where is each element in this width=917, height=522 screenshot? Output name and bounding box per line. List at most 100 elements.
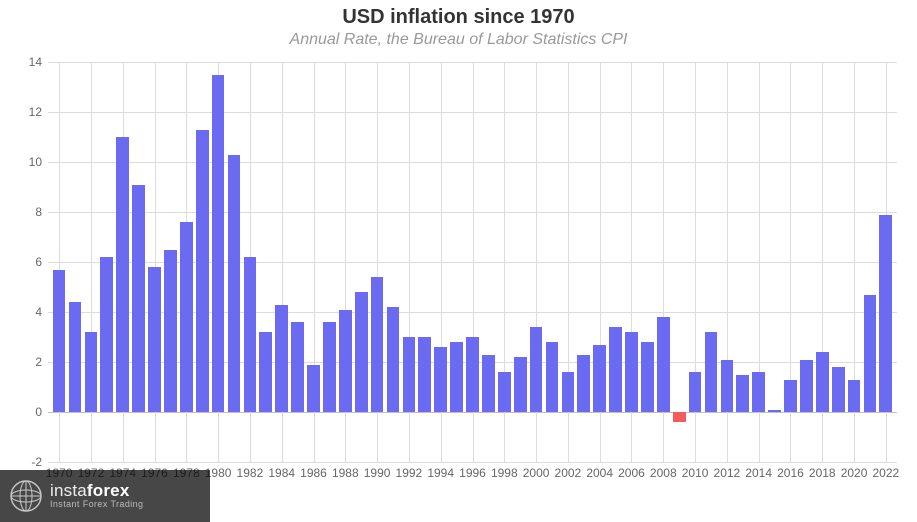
bar-rect xyxy=(116,137,129,412)
bar xyxy=(878,62,894,462)
bar-rect xyxy=(514,357,527,412)
plot-area: -202468101214197019721974197619781980198… xyxy=(48,62,897,462)
bar-rect xyxy=(180,222,193,412)
y-axis-tick-label: 0 xyxy=(12,405,42,419)
bar xyxy=(401,62,417,462)
bar xyxy=(337,62,353,462)
bar xyxy=(735,62,751,462)
bar xyxy=(846,62,862,462)
bar-rect xyxy=(307,365,320,413)
bar xyxy=(480,62,496,462)
bar xyxy=(274,62,290,462)
bar-rect xyxy=(339,310,352,413)
bar xyxy=(99,62,115,462)
x-axis-tick-label: 2014 xyxy=(745,466,772,480)
bar xyxy=(639,62,655,462)
bar xyxy=(385,62,401,462)
x-axis-tick-label: 2002 xyxy=(555,466,582,480)
bar-rect xyxy=(434,347,447,412)
bar-rect xyxy=(864,295,877,413)
watermark-brand-part2: forex xyxy=(87,481,130,500)
bar-rect xyxy=(816,352,829,412)
bar xyxy=(353,62,369,462)
bar-rect xyxy=(132,185,145,413)
bar-rect xyxy=(705,332,718,412)
gridline-horizontal xyxy=(48,462,897,463)
y-axis-tick-label: 6 xyxy=(12,255,42,269)
bar xyxy=(321,62,337,462)
bar xyxy=(465,62,481,462)
bar xyxy=(147,62,163,462)
bar xyxy=(592,62,608,462)
y-axis-tick-label: 14 xyxy=(12,55,42,69)
x-axis-tick-label: 1990 xyxy=(364,466,391,480)
watermark-brand: instaforex xyxy=(50,482,143,500)
y-axis-tick-label: 10 xyxy=(12,155,42,169)
bar-rect xyxy=(450,342,463,412)
watermark-tagline: Instant Forex Trading xyxy=(50,500,143,509)
bar-rect xyxy=(546,342,559,412)
bar xyxy=(719,62,735,462)
x-axis-tick-label: 2020 xyxy=(841,466,868,480)
x-axis-tick-label: 2008 xyxy=(650,466,677,480)
x-axis-tick-label: 2018 xyxy=(809,466,836,480)
watermark-text: instaforex Instant Forex Trading xyxy=(50,482,143,509)
bar xyxy=(783,62,799,462)
x-axis-tick-label: 1996 xyxy=(459,466,486,480)
y-axis-tick-label: -2 xyxy=(12,455,42,469)
bar-rect xyxy=(482,355,495,413)
bar xyxy=(560,62,576,462)
bar-rect xyxy=(387,307,400,412)
bar-rect xyxy=(721,360,734,413)
bar xyxy=(576,62,592,462)
bar xyxy=(655,62,671,462)
bar-rect xyxy=(673,412,686,422)
bar-rect xyxy=(244,257,257,412)
chart-container: USD inflation since 1970 Annual Rate, th… xyxy=(0,0,917,522)
y-axis-tick-label: 12 xyxy=(12,105,42,119)
bar-rect xyxy=(689,372,702,412)
bar-rect xyxy=(641,342,654,412)
x-axis-tick-label: 1982 xyxy=(237,466,264,480)
bar-rect xyxy=(212,75,225,413)
x-axis-tick-label: 1998 xyxy=(491,466,518,480)
bar-rect xyxy=(355,292,368,412)
bar xyxy=(67,62,83,462)
bar-rect xyxy=(196,130,209,413)
bar xyxy=(210,62,226,462)
x-axis-tick-label: 2022 xyxy=(873,466,900,480)
x-axis-tick-label: 1994 xyxy=(427,466,454,480)
watermark: instaforex Instant Forex Trading xyxy=(0,470,210,522)
bar-rect xyxy=(800,360,813,413)
bar xyxy=(830,62,846,462)
bar-rect xyxy=(323,322,336,412)
bar xyxy=(671,62,687,462)
bar-rect xyxy=(164,250,177,413)
bar-rect xyxy=(752,372,765,412)
bar-rect xyxy=(832,367,845,412)
bar-rect xyxy=(85,332,98,412)
bar xyxy=(258,62,274,462)
bar-rect xyxy=(593,345,606,413)
bar-rect xyxy=(228,155,241,413)
x-axis-tick-label: 2012 xyxy=(714,466,741,480)
bar xyxy=(687,62,703,462)
bar xyxy=(306,62,322,462)
bar-rect xyxy=(609,327,622,412)
bar-rect xyxy=(577,355,590,413)
bar xyxy=(51,62,67,462)
bar xyxy=(226,62,242,462)
x-axis-tick-label: 1986 xyxy=(300,466,327,480)
bar xyxy=(814,62,830,462)
bar xyxy=(242,62,258,462)
bar-rect xyxy=(657,317,670,412)
bar-rect xyxy=(69,302,82,412)
bar xyxy=(544,62,560,462)
y-axis-tick-label: 4 xyxy=(12,305,42,319)
bar-rect xyxy=(259,332,272,412)
chart-title: USD inflation since 1970 xyxy=(0,0,917,29)
bar-rect xyxy=(530,327,543,412)
bar-rect xyxy=(403,337,416,412)
bar xyxy=(417,62,433,462)
bar xyxy=(162,62,178,462)
